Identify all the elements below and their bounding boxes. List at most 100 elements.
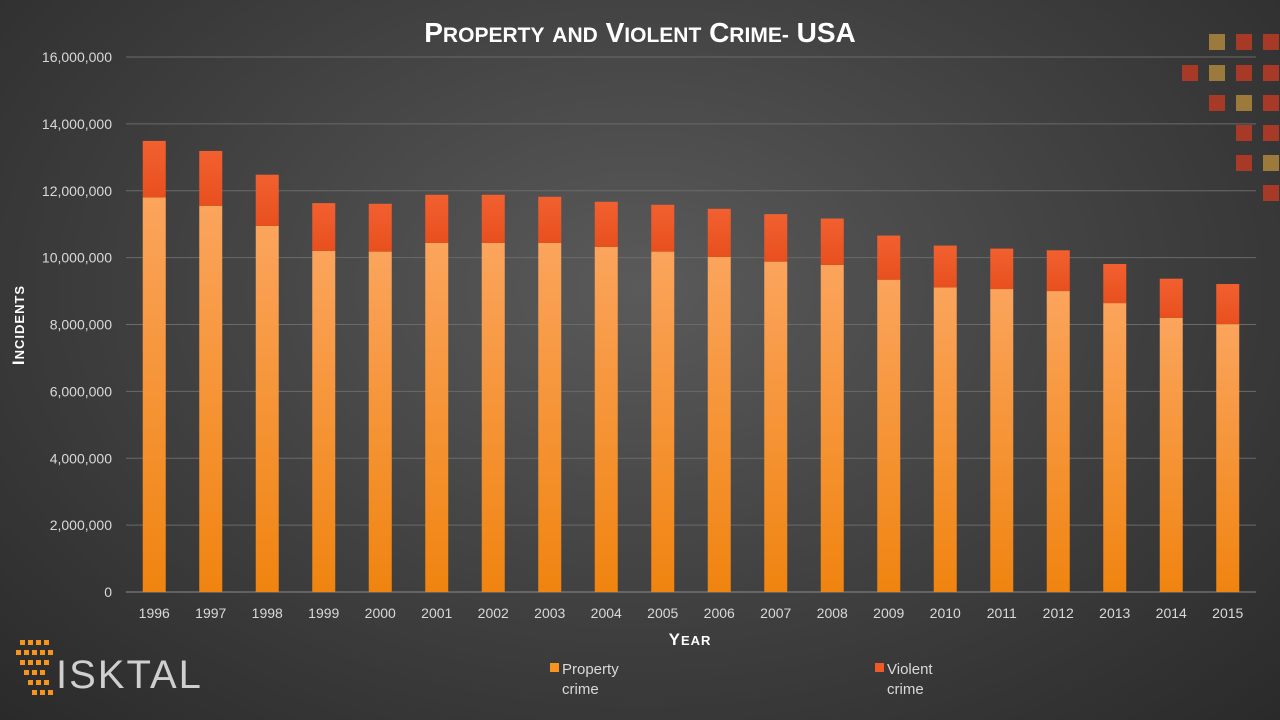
legend: Property crime Violent crime (550, 661, 933, 698)
bar-property-2011 (990, 289, 1014, 592)
bar-violent-2008 (820, 218, 844, 265)
y-tick-label: 16,000,000 (42, 49, 112, 65)
logo-dot (32, 650, 37, 655)
x-axis-title: YEAR (669, 630, 712, 649)
bar-violent-2006 (707, 208, 731, 257)
y-tick-label: 14,000,000 (42, 116, 112, 132)
chart-title: PROPERTY AND VIOLENT CRIME- USA (424, 17, 856, 48)
x-tick-label: 2005 (647, 605, 678, 621)
logo-dot (36, 640, 41, 645)
decorative-square (1209, 95, 1225, 111)
y-tick-label: 10,000,000 (42, 250, 112, 266)
bar-property-2005 (651, 251, 675, 592)
bar-violent-1998 (255, 174, 279, 226)
y-axis-title: INCIDENTS (9, 285, 28, 365)
x-tick-label: 2006 (704, 605, 735, 621)
x-tick-label: 1996 (139, 605, 170, 621)
logo-dot (24, 650, 29, 655)
logo-dot (36, 660, 41, 665)
decorative-square (1263, 65, 1279, 81)
legend-label-violent-line2: crime (887, 681, 924, 698)
bar-violent-1996 (142, 140, 166, 198)
decorative-square (1236, 95, 1252, 111)
x-tick-label: 2001 (421, 605, 452, 621)
x-tick-label: 1998 (252, 605, 283, 621)
x-tick-label: 2002 (478, 605, 509, 621)
y-tick-label: 0 (104, 584, 112, 600)
bar-property-2015 (1216, 324, 1240, 592)
logo: ISKTAL (16, 640, 201, 697)
bar-property-1997 (199, 205, 223, 592)
bar-violent-1997 (199, 150, 223, 206)
decorative-square (1236, 155, 1252, 171)
x-tick-label: 2004 (591, 605, 622, 621)
bar-violent-2014 (1159, 278, 1183, 318)
logo-dot (44, 660, 49, 665)
legend-label-property: Property (562, 661, 619, 678)
logo-mark-icon (16, 640, 53, 695)
bar-property-1998 (255, 225, 279, 592)
x-tick-label: 2015 (1212, 605, 1243, 621)
bar-property-2014 (1159, 317, 1183, 592)
logo-dot (48, 650, 53, 655)
bar-property-2002 (481, 242, 505, 592)
y-tick-label: 6,000,000 (50, 383, 112, 399)
x-tick-label: 2010 (930, 605, 961, 621)
legend-swatch-property (550, 663, 559, 672)
x-tick-label: 2008 (817, 605, 848, 621)
x-tick-label: 1997 (195, 605, 226, 621)
logo-dot (28, 640, 33, 645)
logo-dot (40, 670, 45, 675)
bar-property-2003 (538, 242, 562, 592)
x-tick-label: 2011 (987, 605, 1017, 621)
x-axis-ticks: 1996 1997 1998 1999 2000 2001 2002 2003 2004 2005… (139, 605, 1244, 621)
bar-violent-2003 (538, 196, 562, 243)
legend-item-violent: Violent crime (875, 661, 933, 698)
bar-violent-2001 (425, 194, 449, 243)
decorative-square (1263, 155, 1279, 171)
decorative-square (1236, 34, 1252, 50)
bar-property-2004 (594, 246, 618, 593)
decorative-square (1263, 185, 1279, 201)
bar-violent-2002 (481, 194, 505, 243)
x-tick-label: 2009 (873, 605, 904, 621)
bar-property-2010 (933, 287, 957, 592)
logo-dot (16, 650, 21, 655)
logo-dot (32, 670, 37, 675)
bar-violent-2010 (933, 245, 957, 288)
bar-property-2006 (707, 256, 731, 592)
logo-dot (40, 650, 45, 655)
y-axis-ticks: 0 2,000,000 4,000,000 6,000,000 8,000,000 10,… (42, 49, 112, 600)
logo-dot (36, 680, 41, 685)
bar-property-1999 (312, 250, 336, 592)
decorative-square (1236, 125, 1252, 141)
decorative-square (1263, 95, 1279, 111)
bar-property-2012 (1046, 291, 1070, 592)
decorative-square (1209, 65, 1225, 81)
bar-property-2009 (877, 279, 901, 592)
logo-dot (40, 690, 45, 695)
y-tick-label: 2,000,000 (50, 517, 112, 533)
logo-dot (44, 680, 49, 685)
logo-dot (48, 690, 53, 695)
bar-violent-2011 (990, 248, 1014, 290)
logo-dot (20, 640, 25, 645)
gridlines (126, 56, 1256, 593)
logo-dot (28, 680, 33, 685)
legend-swatch-violent (875, 663, 884, 672)
bar-property-2000 (368, 251, 392, 592)
x-tick-label: 2000 (365, 605, 396, 621)
bar-violent-2009 (877, 235, 901, 280)
bar-property-1996 (142, 197, 166, 592)
logo-dot (32, 690, 37, 695)
bar-property-2007 (764, 261, 788, 592)
x-tick-label: 1999 (308, 605, 339, 621)
decorative-square (1236, 65, 1252, 81)
decorative-square (1209, 34, 1225, 50)
logo-dot (28, 660, 33, 665)
bar-violent-2012 (1046, 250, 1070, 292)
bar-property-2001 (425, 242, 449, 592)
bar-violent-2005 (651, 204, 675, 252)
logo-dot (20, 660, 25, 665)
bar-violent-2004 (594, 201, 618, 247)
